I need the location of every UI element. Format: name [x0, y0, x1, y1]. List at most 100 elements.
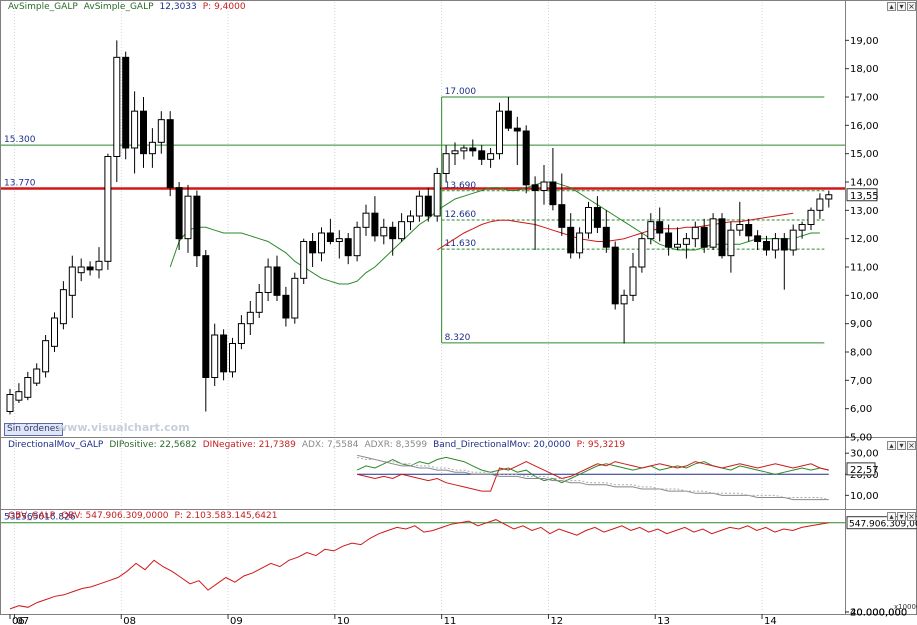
dmi-header-item-4: ADXR: 8,3599 [364, 440, 428, 450]
price-tick-label: 19,00 [850, 36, 879, 47]
candle-body [362, 212, 370, 228]
dmi-close-button[interactable]: × [907, 441, 916, 450]
price-tick-label: 10,00 [850, 291, 879, 302]
candle-body [718, 218, 726, 257]
candle-body [211, 334, 219, 378]
candle-body [665, 232, 673, 248]
price-tick-label: 17,00 [850, 93, 879, 104]
dmi-header-item-6: P: 95,3219 [576, 440, 626, 450]
fibonacci-level-label: 17.000 [445, 87, 477, 97]
candle-body [300, 241, 308, 279]
main-panel-header: AvSimple_GALP AvSimple_GALP 12,3033 P: 9,40… [8, 2, 252, 12]
candle-body [42, 340, 50, 373]
price-tick-label: 8,00 [850, 348, 872, 359]
fibonacci-level-label: 8.320 [445, 333, 471, 343]
candle-body [513, 127, 521, 132]
candle-body [522, 130, 530, 186]
candle-body [326, 232, 334, 242]
candle-body [291, 277, 299, 319]
panel-up-button[interactable]: ▴ [887, 2, 896, 11]
price-tick-label: 7,00 [850, 376, 872, 387]
candle-body [540, 181, 548, 191]
candle-body [77, 266, 85, 274]
time-tick-label: 13 [657, 616, 670, 625]
time-tick-label: 09 [230, 616, 243, 625]
candle-body [51, 317, 58, 347]
candle-body [273, 266, 281, 296]
price-tick-label: 13,00 [850, 206, 879, 217]
candle-body [763, 241, 770, 251]
time-tick-label: 14 [764, 616, 777, 625]
candle-body [611, 246, 619, 305]
candle-body [558, 204, 566, 228]
panel-close-button[interactable]: × [907, 2, 916, 11]
fibonacci-level-label: 12.660 [445, 210, 477, 220]
time-tick-label: 07 [16, 616, 29, 625]
dmi-series-line-2 [356, 454, 829, 501]
dmi-down-button[interactable]: ▾ [897, 441, 906, 450]
obv-header-item-1: OBV: 547.906.309,0000 [61, 511, 169, 521]
panel-frame-2 [0, 509, 917, 615]
candle-body [825, 194, 833, 200]
main-header-item-0: AvSimple_GALP [8, 2, 78, 12]
dmi-up-button[interactable]: ▴ [887, 441, 896, 450]
candle-body [442, 153, 450, 175]
candle-body [754, 235, 762, 242]
candle-body [593, 207, 601, 228]
candle-body [487, 153, 495, 160]
candle-body [86, 266, 94, 271]
candle-body [567, 226, 575, 254]
candle-body [415, 195, 423, 217]
obv-tick-label: 20.000,000 [850, 607, 907, 618]
candle-body [353, 226, 361, 257]
obv-close-button[interactable]: × [907, 512, 916, 521]
dmi-panel-header: DirectionalMov_GALP DIPositive: 22,5682 DI… [8, 440, 631, 450]
candle-body [816, 198, 824, 211]
dmi-last-value-label: 22,57 [850, 465, 879, 476]
candle-body [620, 294, 628, 305]
candle-body [68, 266, 76, 296]
candle-body [398, 221, 406, 240]
dmi-tick-label: 30,00 [850, 449, 879, 460]
price-tick-label: 16,00 [850, 121, 879, 132]
candle-body [380, 226, 388, 237]
fibonacci-level-label: 11.630 [445, 239, 477, 249]
obv-down-button[interactable]: ▾ [897, 512, 906, 521]
panel-down-button[interactable]: ▾ [897, 2, 906, 11]
candle-body [131, 110, 139, 149]
main-header-item-3: P: 9,4000 [202, 2, 246, 12]
dmi-header-item-5: Band_DirectionalMov: 20,0000 [433, 440, 571, 450]
dmi-series-line-3 [356, 456, 829, 501]
price-tick-label: 15,00 [850, 149, 879, 160]
candle-body [104, 156, 112, 262]
candle-body [59, 289, 67, 325]
candle-body [95, 260, 103, 271]
candle-body [389, 226, 397, 240]
obv-last-value-label: 547.906.309,000 [849, 520, 917, 530]
candle-body [309, 241, 317, 254]
candle-body [727, 229, 735, 257]
orders-badge[interactable]: Sin órdenes [4, 423, 64, 436]
candle-body [140, 110, 147, 155]
time-tick-label: 12 [550, 616, 563, 625]
main-header-item-2: 12,3033 [159, 2, 197, 12]
candle-body [531, 184, 539, 191]
candle-body [789, 229, 797, 251]
dmi-series-line-1 [356, 461, 829, 492]
candle-body [451, 150, 459, 155]
candle-body [780, 238, 788, 251]
obv-header-item-0: OBV_GALP [8, 511, 56, 521]
candle-body [15, 391, 23, 401]
obv-up-button[interactable]: ▴ [887, 512, 896, 521]
horizontal-level-label: 13.770 [4, 179, 36, 189]
price-tick-label: 14,00 [850, 178, 879, 189]
candle-body [691, 226, 699, 240]
candle-body [700, 226, 708, 248]
candle-body [246, 311, 254, 325]
candle-body [549, 181, 557, 206]
candle-body [6, 394, 14, 412]
candle-body [638, 238, 646, 268]
candle-body [220, 334, 228, 373]
